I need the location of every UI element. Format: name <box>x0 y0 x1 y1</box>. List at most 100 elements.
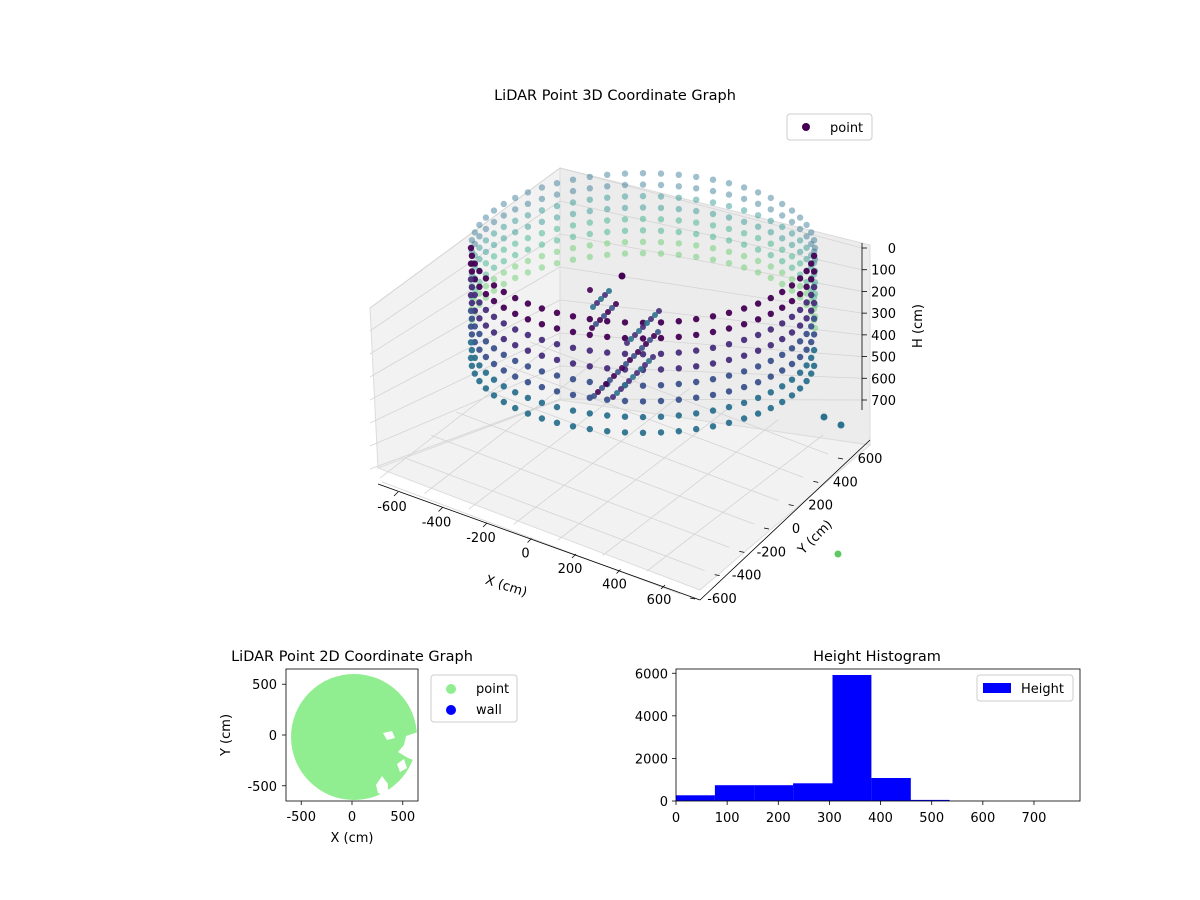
point <box>657 319 665 326</box>
point <box>538 195 546 203</box>
point <box>482 248 490 256</box>
point <box>725 237 733 244</box>
point <box>788 287 796 294</box>
point <box>767 263 774 270</box>
point <box>651 333 657 339</box>
point <box>740 368 748 375</box>
point <box>467 260 475 267</box>
point <box>808 338 815 346</box>
point <box>657 366 665 373</box>
point <box>482 225 490 233</box>
point <box>482 282 490 290</box>
point <box>512 251 519 259</box>
point <box>709 256 717 263</box>
point <box>482 237 490 244</box>
point <box>490 282 498 289</box>
point <box>808 291 815 299</box>
point <box>467 354 475 362</box>
point <box>476 233 483 240</box>
point <box>675 171 682 178</box>
point <box>740 195 748 203</box>
point <box>538 264 546 271</box>
point <box>810 346 818 354</box>
point <box>476 244 483 251</box>
point <box>810 268 818 275</box>
point <box>524 234 532 242</box>
point <box>606 288 612 294</box>
y-tick-label-hist: 2000 <box>635 752 668 767</box>
point <box>598 296 604 302</box>
point <box>467 276 475 283</box>
point <box>796 260 804 267</box>
point <box>754 246 762 253</box>
y-tick-label: 600 <box>858 452 883 467</box>
point <box>569 199 577 206</box>
point <box>632 332 638 338</box>
point <box>512 310 519 317</box>
legend-point-label-2d: point <box>476 682 509 697</box>
y-tick-label: 400 <box>833 475 858 490</box>
point <box>725 248 733 255</box>
point <box>586 425 593 433</box>
point <box>675 365 682 372</box>
point <box>591 393 597 399</box>
point <box>725 214 733 221</box>
point <box>740 415 748 422</box>
point <box>779 212 786 219</box>
point <box>803 283 810 290</box>
z-tick-label: 600 <box>871 372 896 387</box>
point <box>500 320 507 327</box>
point <box>657 350 665 357</box>
point <box>808 260 815 267</box>
point <box>808 276 815 283</box>
point <box>754 269 762 276</box>
point <box>779 235 786 242</box>
x-tick-label-2d: 500 <box>390 810 415 825</box>
grid-line <box>406 458 705 572</box>
point <box>631 353 637 359</box>
point <box>490 207 498 214</box>
point <box>810 299 818 307</box>
point <box>500 398 507 406</box>
pane-floor <box>376 399 872 591</box>
point <box>725 403 733 411</box>
point <box>635 349 641 355</box>
legend-3d: point <box>786 113 873 141</box>
z-tick-label: 400 <box>871 329 896 344</box>
point <box>621 413 629 420</box>
x-tick-label: -200 <box>466 531 496 546</box>
point <box>490 241 498 249</box>
point <box>796 225 804 233</box>
point <box>604 217 611 224</box>
point <box>476 362 483 369</box>
point <box>621 181 629 189</box>
y-tick-label-2d: -500 <box>247 780 277 795</box>
point <box>524 410 532 417</box>
grid-line <box>513 388 690 525</box>
point <box>779 367 786 374</box>
point <box>709 344 717 351</box>
point <box>788 230 796 237</box>
point <box>767 404 774 412</box>
point <box>603 381 609 387</box>
point <box>796 282 804 290</box>
point <box>810 331 818 338</box>
point <box>569 256 577 263</box>
point <box>467 244 475 252</box>
point <box>639 250 647 257</box>
point <box>675 183 682 190</box>
point <box>725 388 733 395</box>
point <box>754 189 762 196</box>
grid-line <box>369 200 561 332</box>
point <box>538 383 546 391</box>
point <box>500 367 507 374</box>
x-tick <box>616 569 621 574</box>
point <box>500 246 507 253</box>
point <box>779 351 786 358</box>
point <box>538 252 546 260</box>
point <box>553 214 561 221</box>
x-tick <box>438 507 443 512</box>
point <box>796 290 804 298</box>
point <box>639 398 647 405</box>
